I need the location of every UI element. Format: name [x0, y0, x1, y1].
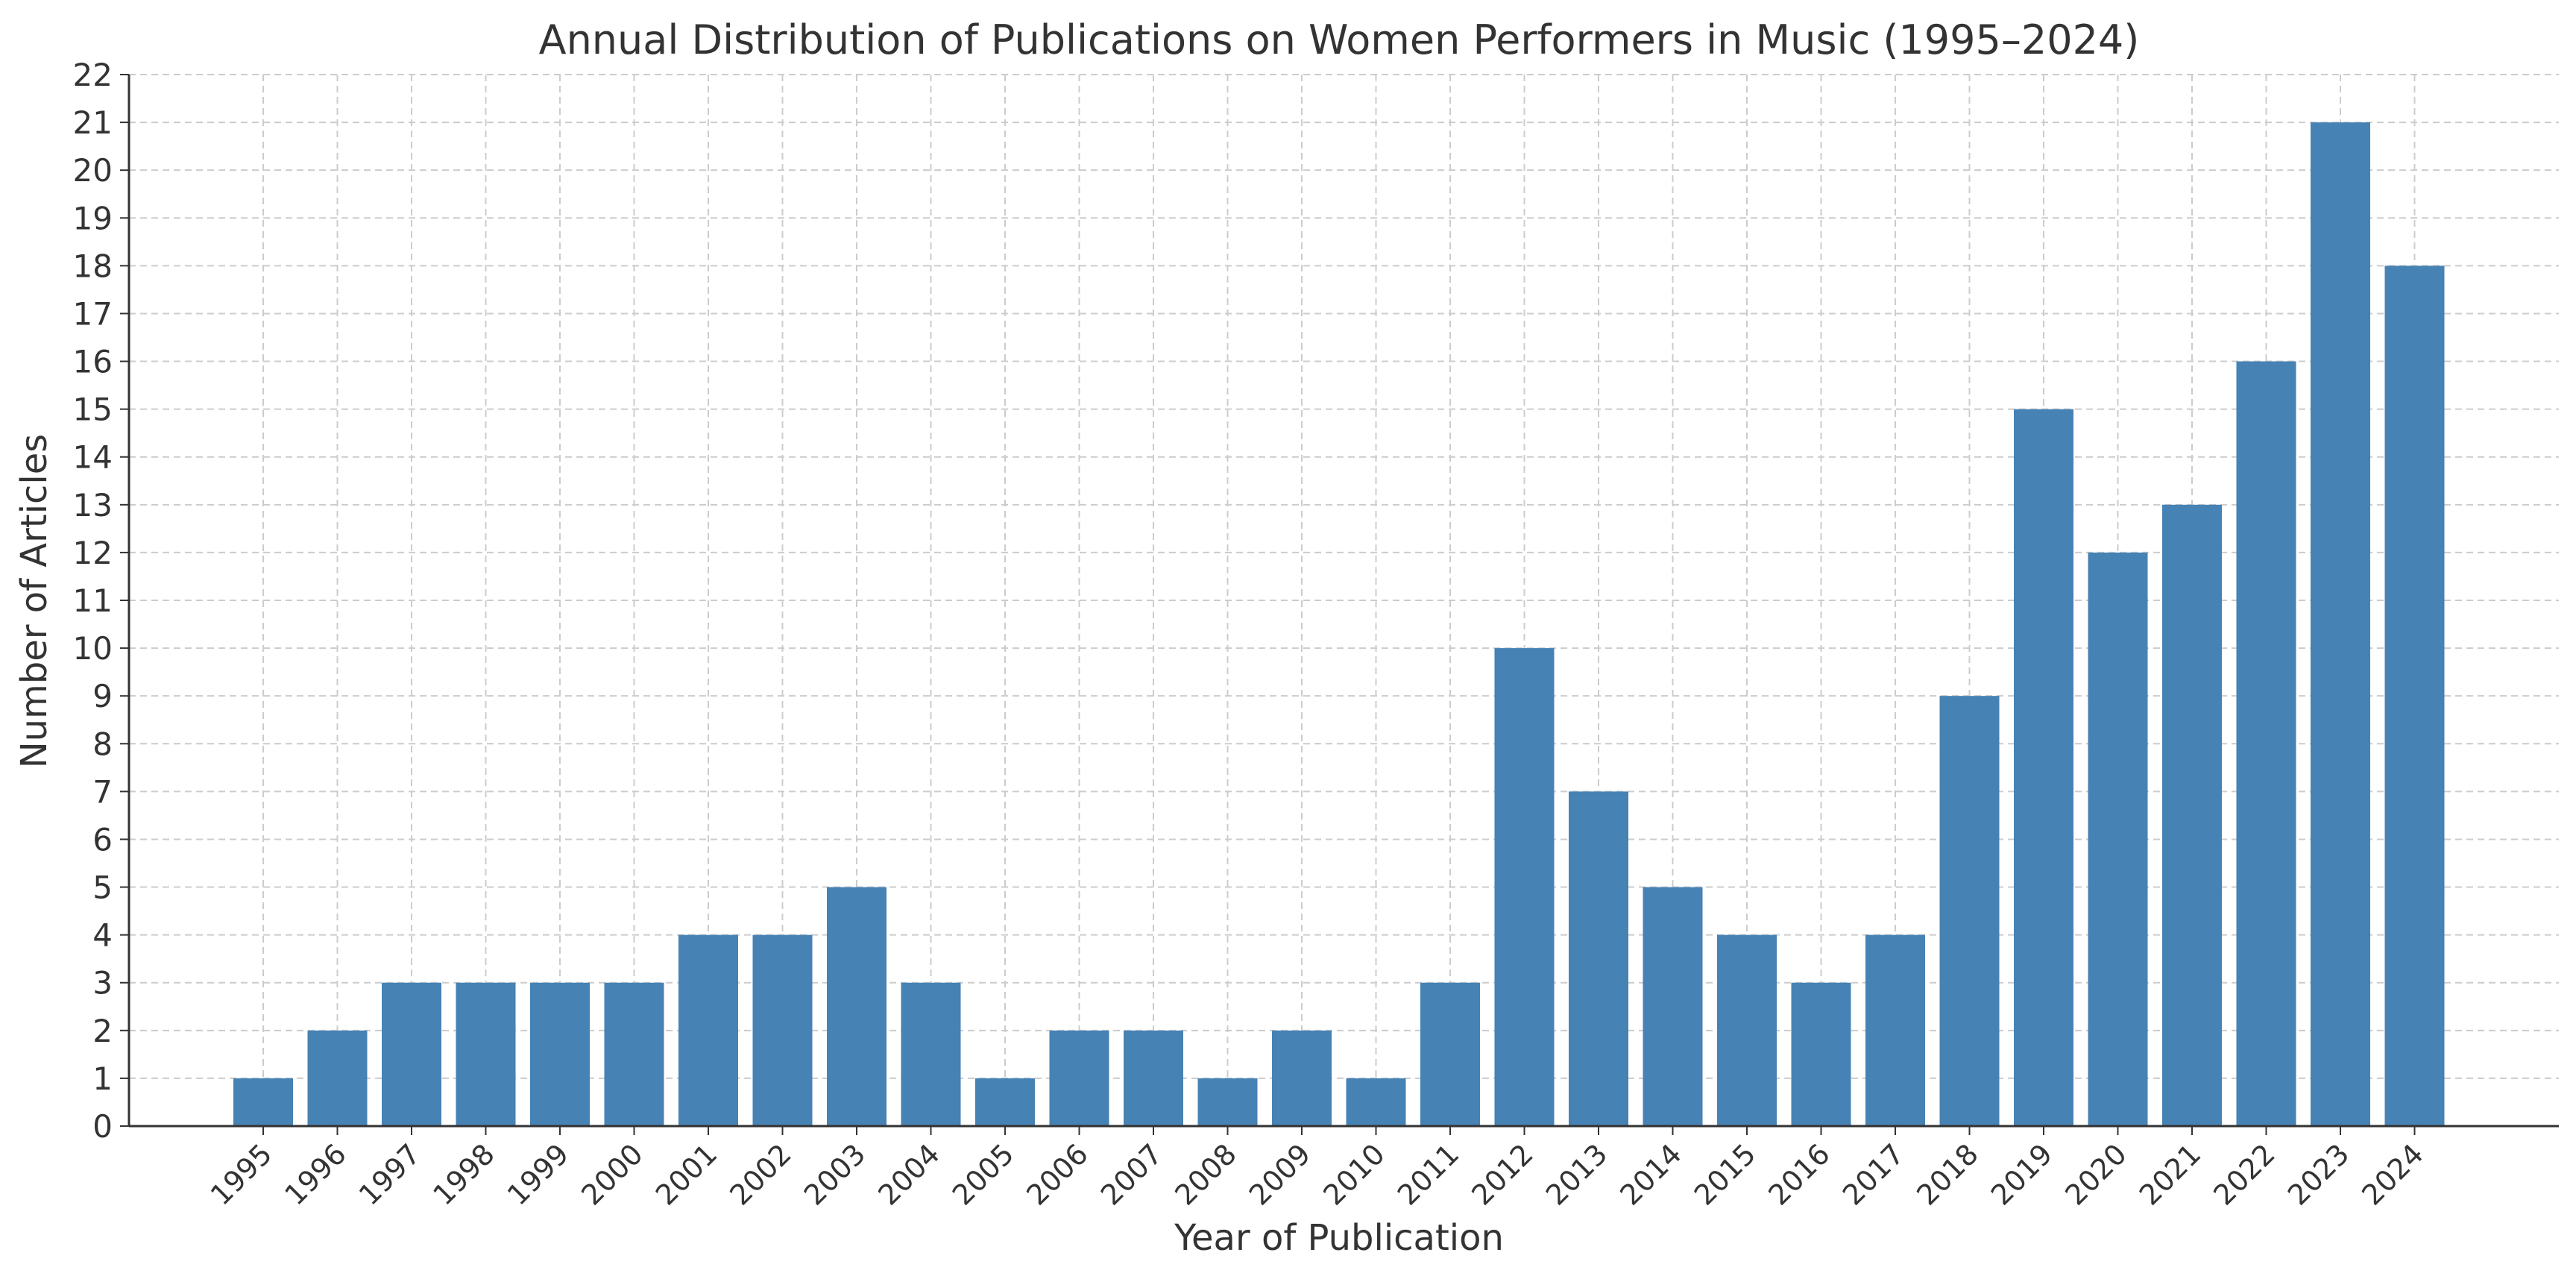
x-tick-label: 2021	[2133, 1137, 2208, 1212]
bar-1995	[233, 1078, 293, 1126]
bar-2010	[1346, 1078, 1406, 1126]
x-tick-label: 2012	[1465, 1137, 1540, 1212]
bars	[233, 122, 2445, 1127]
bar-2015	[1717, 934, 1777, 1126]
x-tick-label: 2011	[1391, 1137, 1466, 1212]
x-tick-label: 2022	[2207, 1137, 2281, 1212]
x-tick-label: 2023	[2281, 1137, 2356, 1212]
bar-1997	[382, 982, 441, 1126]
bar-1996	[307, 1030, 368, 1126]
x-tick-label: 2019	[1985, 1137, 2059, 1212]
y-tick-label: 5	[92, 870, 113, 906]
x-tick-label: 2010	[1317, 1137, 1391, 1212]
x-tick-label: 2002	[723, 1137, 798, 1212]
x-tick-label: 2024	[2355, 1137, 2430, 1212]
bar-2002	[752, 934, 813, 1126]
y-tick-label: 16	[73, 344, 113, 380]
y-tick-label: 8	[92, 726, 113, 762]
x-tick-label: 2003	[798, 1137, 872, 1212]
x-tick-label: 2000	[575, 1137, 649, 1212]
x-tick-label: 1996	[278, 1137, 353, 1212]
y-tick-label: 10	[73, 630, 113, 667]
x-tick-label: 2018	[1910, 1137, 1985, 1212]
y-tick-label: 20	[73, 152, 113, 189]
x-tick-label: 2020	[2059, 1137, 2133, 1212]
y-tick-label: 13	[73, 487, 113, 524]
y-tick-label: 22	[73, 57, 113, 93]
y-axis-label: Number of Articles	[13, 434, 55, 769]
y-tick-label: 1	[92, 1060, 113, 1097]
axes	[120, 74, 2559, 1135]
bar-2007	[1124, 1030, 1183, 1126]
y-tick-label: 2	[92, 1013, 113, 1049]
y-tick-label: 11	[73, 582, 113, 619]
x-tick-label: 1997	[353, 1137, 427, 1212]
y-tick-label: 17	[73, 295, 113, 332]
y-tick-label: 12	[73, 535, 113, 571]
bar-2020	[2088, 552, 2148, 1126]
bar-2012	[1494, 648, 1555, 1126]
x-tick-label: 2004	[872, 1137, 946, 1212]
y-tick-label: 7	[92, 773, 113, 810]
y-tick-label: 4	[92, 917, 113, 954]
x-tick-label: 2006	[1020, 1137, 1095, 1212]
bar-2004	[901, 982, 961, 1126]
bar-2008	[1197, 1078, 1258, 1126]
bar-2014	[1643, 887, 1703, 1126]
y-tick-label: 6	[92, 821, 113, 858]
x-tick-label: 2017	[1836, 1137, 1911, 1212]
bar-2022	[2236, 361, 2296, 1127]
bar-2024	[2384, 265, 2445, 1126]
y-tick-label: 21	[73, 104, 113, 141]
bar-2011	[1420, 982, 1480, 1126]
x-tick-label: 2013	[1540, 1137, 1614, 1212]
x-tick-label: 2016	[1762, 1137, 1836, 1212]
chart-title: Annual Distribution of Publications on W…	[539, 16, 2140, 63]
x-tick-labels: 1995 1996 1997 1998 1999 2000 2001 2002 2003 2004…	[204, 1137, 2430, 1212]
x-tick-label: 1999	[501, 1137, 576, 1212]
bar-1998	[456, 982, 516, 1126]
bar-2017	[1865, 934, 1925, 1126]
x-axis-label: Year of Publication	[1174, 1217, 1504, 1259]
y-tick-label: 15	[73, 392, 113, 428]
x-tick-label: 2009	[1243, 1137, 1317, 1212]
y-tick-label: 3	[92, 965, 113, 1002]
grid-lines	[129, 74, 2559, 1127]
bar-2019	[2014, 409, 2073, 1126]
y-tick-label: 9	[92, 678, 113, 714]
bar-2023	[2311, 122, 2370, 1126]
bar-2000	[604, 982, 664, 1126]
x-tick-label: 2008	[1168, 1137, 1243, 1212]
y-tick-label: 0	[92, 1108, 113, 1145]
bar-2009	[1272, 1030, 1332, 1126]
bar-2021	[2162, 504, 2222, 1126]
bar-2018	[1939, 696, 2000, 1126]
y-tick-label: 14	[73, 439, 113, 476]
y-tick-label: 19	[73, 200, 113, 236]
bar-2013	[1569, 791, 1628, 1126]
x-tick-label: 1995	[204, 1137, 279, 1212]
bar-2005	[975, 1078, 1035, 1126]
bar-1999	[530, 982, 590, 1126]
x-tick-label: 2015	[1688, 1137, 1763, 1212]
x-tick-label: 2014	[1613, 1137, 1688, 1212]
bar-2001	[678, 934, 738, 1126]
bar-2003	[827, 887, 887, 1126]
bar-2006	[1049, 1030, 1109, 1126]
y-tick-label: 18	[73, 248, 113, 284]
x-tick-label: 2007	[1095, 1137, 1169, 1212]
x-tick-label: 2005	[946, 1137, 1021, 1212]
bar-2016	[1791, 982, 1851, 1126]
x-tick-label: 1998	[426, 1137, 501, 1212]
x-tick-label: 2001	[649, 1137, 724, 1212]
